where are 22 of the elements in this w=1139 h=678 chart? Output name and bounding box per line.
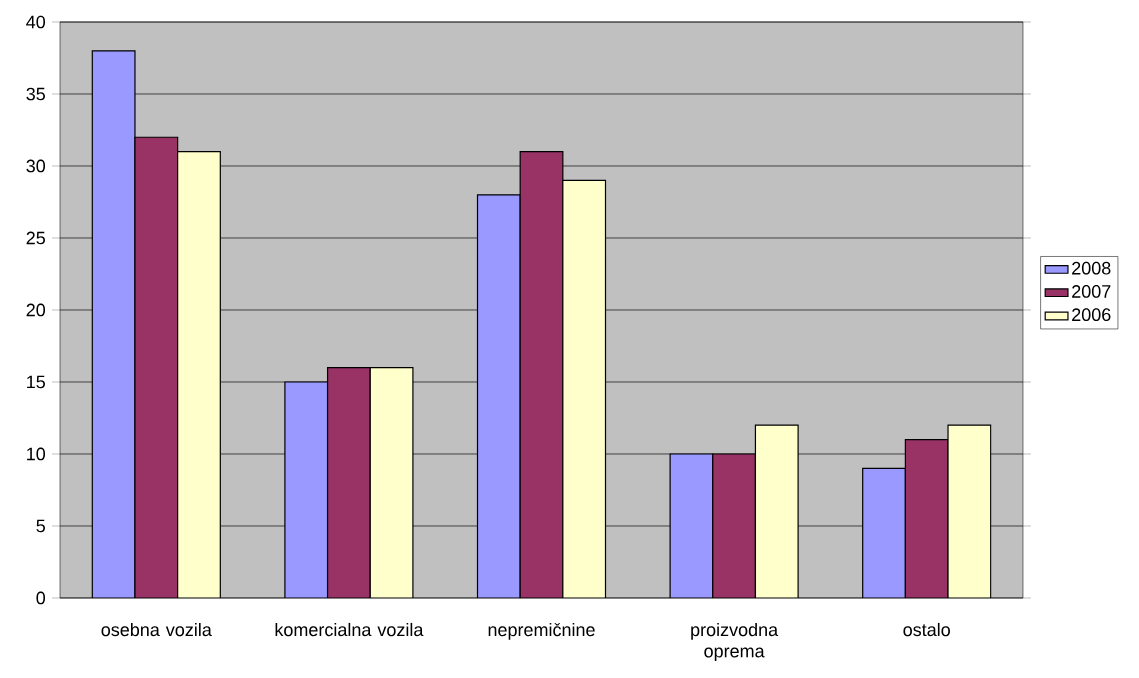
- x-tick-label: proizvodna oprema: [691, 622, 779, 662]
- y-tick-label: 5: [36, 519, 45, 533]
- y-tick-label: 25: [26, 231, 45, 245]
- y-tick-label: 20: [26, 303, 46, 317]
- y-tick-label: 15: [27, 375, 45, 389]
- x-tick-label: ostalo: [903, 622, 950, 637]
- x-tick-label: nepremičnine: [488, 622, 595, 640]
- y-tick-label: 35: [26, 87, 45, 101]
- y-tick-label: 10: [27, 447, 46, 461]
- y-tick-label: 40: [26, 15, 46, 29]
- x-tick-label: komercialna vozila: [275, 622, 424, 637]
- bar: [947, 424, 992, 598]
- y-tick-label: 0: [36, 591, 46, 605]
- y-tick-label: 30: [26, 159, 46, 173]
- legend-label: 2007: [1072, 285, 1111, 298]
- legend-label: 2006: [1072, 308, 1111, 322]
- bar: [369, 366, 414, 598]
- bar: [562, 179, 607, 598]
- bar: [177, 150, 221, 598]
- bar: [754, 424, 799, 598]
- legend-label: 2008: [1072, 261, 1111, 275]
- x-tick-label: osebna vozila: [101, 622, 212, 637]
